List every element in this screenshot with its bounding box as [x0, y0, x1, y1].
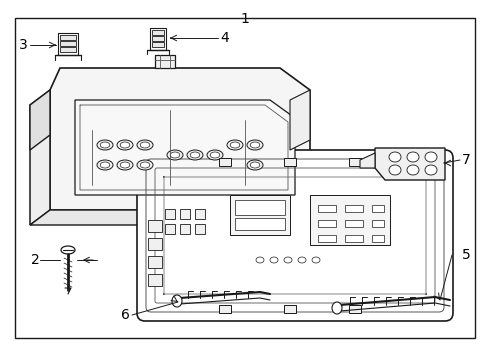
Ellipse shape — [284, 257, 292, 263]
Ellipse shape — [247, 140, 263, 150]
Ellipse shape — [407, 165, 419, 175]
Bar — [148, 220, 162, 232]
Ellipse shape — [97, 160, 113, 170]
Ellipse shape — [250, 142, 260, 148]
Polygon shape — [375, 148, 445, 180]
FancyBboxPatch shape — [137, 150, 453, 321]
Text: 2: 2 — [31, 253, 40, 267]
Ellipse shape — [250, 162, 260, 168]
Ellipse shape — [172, 295, 182, 307]
Bar — [318, 235, 336, 242]
Bar — [310, 195, 390, 245]
Bar — [60, 41, 76, 46]
Ellipse shape — [227, 140, 243, 150]
Bar — [195, 224, 205, 234]
Polygon shape — [30, 90, 50, 150]
Bar — [219, 158, 231, 166]
Ellipse shape — [170, 152, 180, 158]
Polygon shape — [360, 153, 375, 168]
Bar — [219, 305, 231, 313]
Ellipse shape — [61, 246, 75, 254]
Bar — [180, 209, 190, 219]
Ellipse shape — [140, 142, 150, 148]
Ellipse shape — [117, 140, 133, 150]
Ellipse shape — [100, 142, 110, 148]
Ellipse shape — [190, 152, 200, 158]
Ellipse shape — [140, 162, 150, 168]
Bar — [15, 18, 475, 338]
Ellipse shape — [210, 152, 220, 158]
Bar — [345, 205, 363, 212]
Ellipse shape — [247, 160, 263, 170]
Bar — [372, 235, 384, 242]
Ellipse shape — [407, 152, 419, 162]
Bar — [148, 256, 162, 268]
Text: 4: 4 — [220, 31, 229, 45]
Bar — [150, 28, 166, 50]
Bar — [318, 205, 336, 212]
Ellipse shape — [389, 165, 401, 175]
Ellipse shape — [298, 257, 306, 263]
Ellipse shape — [425, 165, 437, 175]
Ellipse shape — [187, 150, 203, 160]
Bar — [180, 224, 190, 234]
Bar — [165, 209, 175, 219]
Bar — [148, 274, 162, 286]
Ellipse shape — [97, 140, 113, 150]
Ellipse shape — [270, 257, 278, 263]
Bar — [60, 35, 76, 40]
Bar — [345, 220, 363, 227]
Bar — [152, 42, 164, 47]
Ellipse shape — [100, 162, 110, 168]
Text: 6: 6 — [121, 308, 130, 322]
Bar — [318, 220, 336, 227]
Bar — [284, 305, 296, 313]
Ellipse shape — [389, 152, 401, 162]
Bar — [195, 209, 205, 219]
Ellipse shape — [332, 302, 342, 314]
Ellipse shape — [230, 142, 240, 148]
Ellipse shape — [207, 150, 223, 160]
Bar — [152, 30, 164, 35]
Ellipse shape — [167, 150, 183, 160]
Bar — [235, 200, 285, 215]
Ellipse shape — [120, 162, 130, 168]
Bar — [152, 36, 164, 41]
Text: 3: 3 — [19, 38, 28, 52]
Bar — [235, 218, 285, 230]
Bar — [349, 158, 361, 166]
Bar — [165, 224, 175, 234]
Ellipse shape — [425, 152, 437, 162]
Polygon shape — [30, 90, 50, 225]
Ellipse shape — [137, 140, 153, 150]
Bar — [58, 33, 78, 55]
Bar — [372, 220, 384, 227]
Bar — [60, 47, 76, 52]
Bar — [230, 195, 290, 235]
Ellipse shape — [256, 257, 264, 263]
Bar — [284, 158, 296, 166]
Bar — [148, 238, 162, 250]
Polygon shape — [30, 210, 280, 225]
Ellipse shape — [120, 142, 130, 148]
Ellipse shape — [117, 160, 133, 170]
Text: 1: 1 — [241, 12, 249, 26]
Polygon shape — [290, 90, 310, 150]
Bar — [372, 205, 384, 212]
Bar — [349, 305, 361, 313]
Polygon shape — [155, 55, 175, 68]
Text: 5: 5 — [462, 248, 471, 262]
Polygon shape — [50, 68, 310, 210]
Bar — [345, 235, 363, 242]
Text: 7: 7 — [462, 153, 471, 167]
Ellipse shape — [137, 160, 153, 170]
Ellipse shape — [312, 257, 320, 263]
Polygon shape — [75, 100, 295, 195]
